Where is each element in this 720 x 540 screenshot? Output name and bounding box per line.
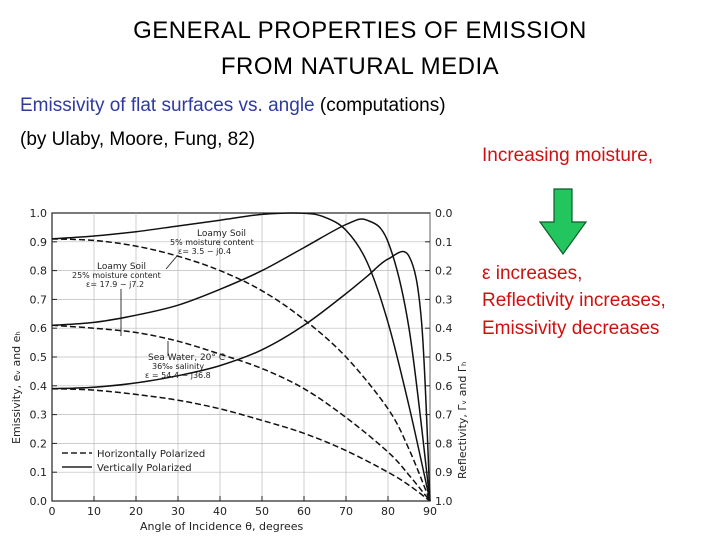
right-tick-label: 0.3 [435,293,453,306]
subtitle-citation: (by Ulaby, Moore, Fung, 82) [20,129,256,150]
annotation-loamy-soil-25: Loamy Soil 25% moisture content ε= 17.9 … [72,262,161,336]
y-tick-label: 0.6 [30,322,48,335]
note-reflectivity-increases: Reflectivity increases, [482,290,666,311]
annotation-line: Loamy Soil [97,262,146,272]
annotation-loamy-soil-5: Loamy Soil 5% moisture content ε= 3.5 − … [165,229,254,270]
y-tick-label: 0.9 [30,236,48,249]
right-tick-label: 0.4 [435,322,453,335]
emissivity-chart: 0.0 0.1 0.2 0.3 0.4 0.5 0.6 0.7 0.8 0.9 1.0 1.0 0.9… [10,207,469,533]
note-epsilon-increases: ε increases, [482,263,583,284]
x-tick-label: 80 [381,505,395,518]
left-axis-ticks: 0.0 0.1 0.2 0.3 0.4 0.5 0.6 0.7 0.8 0.9 1.0 [30,207,57,508]
note-increasing-moisture: Increasing moisture, [482,145,654,166]
right-tick-label: 0.5 [435,351,453,364]
right-tick-label: 0.0 [435,207,453,220]
x-axis-ticks: 0 10 20 30 40 50 60 70 80 90 [49,496,437,518]
x-tick-label: 40 [213,505,227,518]
annotation-pointer [165,255,178,270]
x-tick-label: 10 [87,505,101,518]
annotation-line: Sea Water, 20° C [148,353,225,363]
series-line-vertical [51,218,431,502]
annotation-line: ε= 3.5 − j0.4 [178,247,231,256]
subtitle-topic: Emissivity of flat surfaces vs. angle [20,95,315,116]
right-axis-ticks: 1.0 0.9 0.8 0.7 0.6 0.5 0.4 0.3 0.2 0.1 0.0 [425,207,453,508]
right-axis-label: Reflectivity, Γᵥ and Γₕ [456,362,469,479]
series-line-horizontal [51,324,431,502]
x-axis-label: Angle of Incidence θ, degrees [140,520,304,533]
down-arrow-icon [538,188,588,256]
x-tick-label: 50 [255,505,269,518]
right-tick-label: 1.0 [435,495,453,508]
right-tick-label: 0.9 [435,466,453,479]
x-tick-label: 70 [339,505,353,518]
subtitle-line-1: Emissivity of flat surfaces vs. angle (c… [20,94,446,118]
series-line-horizontal [51,238,431,502]
x-tick-label: 0 [49,505,56,518]
y-tick-label: 0.3 [30,409,48,422]
right-tick-label: 0.1 [435,236,453,249]
y-tick-label: 0.2 [30,437,48,450]
right-tick-label: 0.2 [435,265,453,278]
legend-label-vertical: Vertically Polarized [97,463,192,474]
right-tick-label: 0.6 [435,380,453,393]
title-line-2: FROM NATURAL MEDIA [220,53,500,80]
x-tick-label: 30 [171,505,185,518]
x-tick-label: 90 [423,505,437,518]
x-tick-label: 20 [129,505,143,518]
annotation-line: Loamy Soil [197,229,246,239]
series-line-vertical [51,250,431,502]
y-tick-label: 1.0 [30,207,48,220]
subtitle-qualifier: (computations) [314,95,446,116]
chart-legend: Horizontally Polarized Vertically Polari… [62,449,205,474]
series-layer [51,212,431,502]
legend-label-horizontal: Horizontally Polarized [97,449,205,460]
y-axis-label: Emissivity, eᵥ and eₕ [10,331,23,444]
note-emissivity-decreases: Emissivity decreases [482,318,660,339]
annotation-sea-water: Sea Water, 20° C 36‰ salinity ε = 54.4 −… [145,341,225,380]
annotation-line: ε= 17.9 − j7.2 [86,280,144,289]
annotation-line: 5% moisture content [170,238,254,247]
annotation-line: 25% moisture content [72,271,161,280]
y-tick-label: 0.1 [30,466,48,479]
title-line-1: GENERAL PROPERTIES OF EMISSION [133,17,587,44]
y-tick-label: 0.8 [30,265,48,278]
series-line-horizontal [51,387,431,502]
y-tick-label: 0.0 [30,495,48,508]
y-tick-label: 0.7 [30,293,48,306]
y-tick-label: 0.4 [30,380,48,393]
series-line-vertical [51,212,431,502]
right-tick-label: 0.8 [435,437,453,450]
y-tick-label: 0.5 [30,351,48,364]
annotation-line: ε = 54.4 − j36.8 [145,371,211,380]
annotation-line: 36‰ salinity [152,362,204,371]
right-tick-label: 0.7 [435,409,453,422]
x-tick-label: 60 [297,505,311,518]
